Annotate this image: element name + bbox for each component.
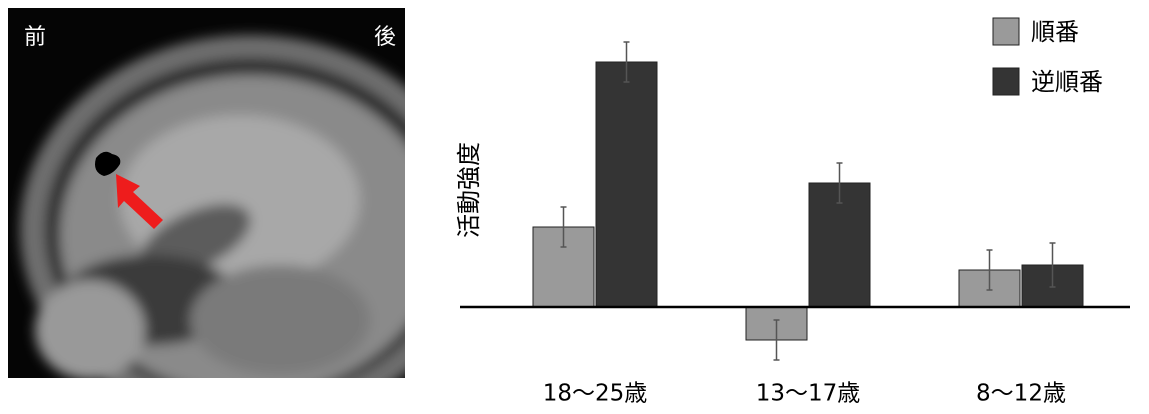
legend-label: 逆順番 <box>1031 68 1103 96</box>
legend-swatch <box>993 18 1019 45</box>
back-label: 後 <box>374 25 396 50</box>
y-axis-label: 活動強度 <box>455 142 483 238</box>
brain-image: 前 後 <box>8 8 480 410</box>
figure: 前 後 活動強度 18〜25歳 13〜17歳 8〜12歳 順番逆順番 <box>0 0 1149 410</box>
legend-label: 順番 <box>1031 18 1079 46</box>
x-tick-label: 18〜25歳 <box>543 381 648 407</box>
front-label: 前 <box>24 25 46 50</box>
brain-scan <box>20 35 480 410</box>
x-tick-label: 8〜12歳 <box>976 381 1066 407</box>
legend-swatch <box>993 68 1019 95</box>
x-tick-label: 13〜17歳 <box>756 381 861 407</box>
bar <box>596 62 657 307</box>
